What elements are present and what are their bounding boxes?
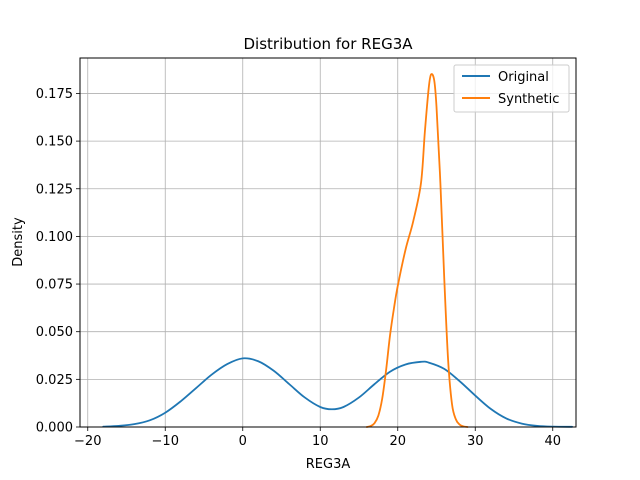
chart-title: Distribution for REG3A <box>244 35 414 53</box>
y-tick-label: 0.150 <box>36 135 73 150</box>
grid-lines <box>80 58 576 428</box>
y-tick-label: 0.175 <box>36 87 73 102</box>
series-lines <box>102 73 574 428</box>
plot-frame <box>79 57 577 428</box>
y-tick-label: 0.075 <box>36 278 73 293</box>
y-axis-title: Density <box>11 217 26 267</box>
series-line-synthetic <box>365 73 469 428</box>
x-tick-label: 20 <box>389 434 406 449</box>
x-tick-label: 10 <box>312 434 329 449</box>
legend-label-synthetic: Synthetic <box>498 92 559 107</box>
x-axis: −20 −10 0 10 20 30 40 <box>74 427 561 449</box>
series-line-original <box>102 357 574 428</box>
legend: Original Synthetic <box>453 64 570 113</box>
x-axis-title: REG3A <box>306 457 351 472</box>
y-tick-label: 0.125 <box>36 182 73 197</box>
x-tick-label: 40 <box>544 434 561 449</box>
x-tick-label: 30 <box>467 434 484 449</box>
legend-label-original: Original <box>498 70 549 85</box>
x-tick-label: −20 <box>74 434 101 449</box>
y-tick-label: 0.050 <box>36 325 73 340</box>
y-tick-label: 0.000 <box>36 421 73 436</box>
y-tick-label: 0.025 <box>36 373 73 388</box>
x-tick-label: −10 <box>152 434 179 449</box>
y-tick-label: 0.100 <box>36 230 73 245</box>
x-tick-label: 0 <box>239 434 247 449</box>
y-axis: 0.000 0.025 0.050 0.075 0.100 0.125 0.150 0.175 <box>36 87 80 436</box>
